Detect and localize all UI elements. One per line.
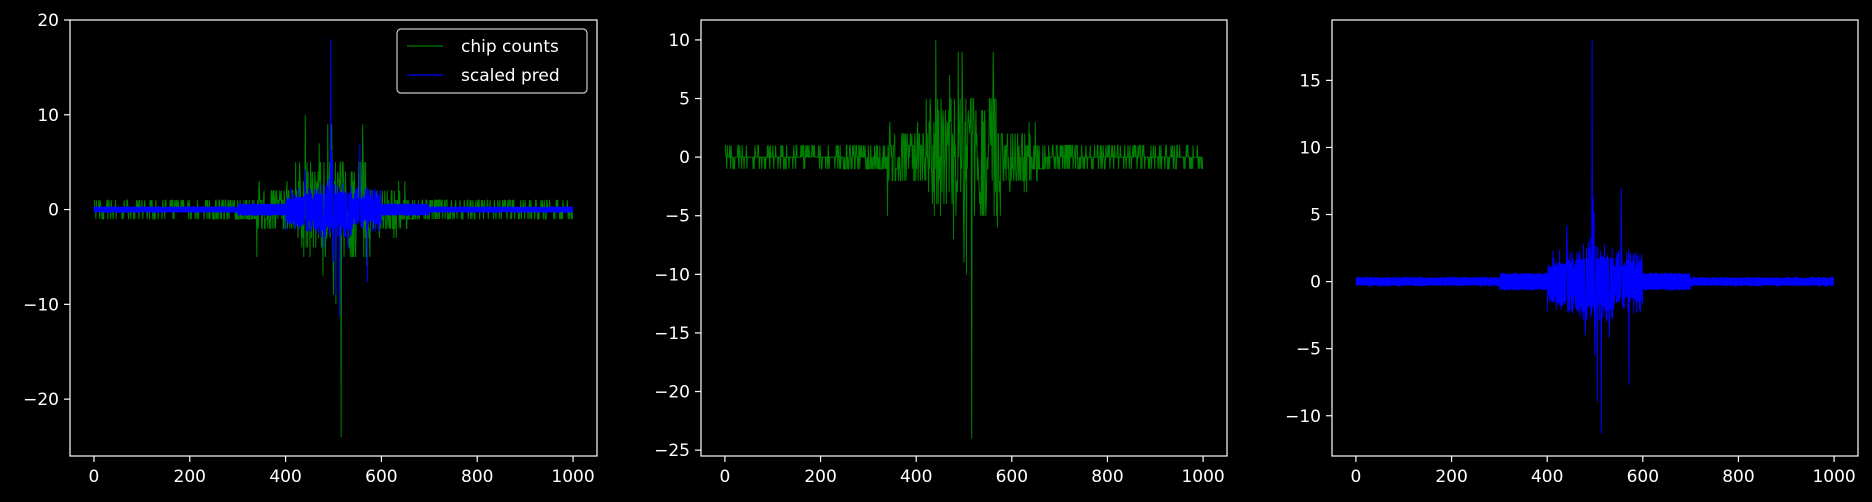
x-tick-label: 1000 bbox=[1812, 467, 1855, 487]
x-tick-label: 800 bbox=[1091, 467, 1123, 487]
axes-frame bbox=[700, 19, 1228, 457]
x-tick-label: 400 bbox=[1531, 467, 1563, 487]
x-tick-label: 400 bbox=[269, 467, 301, 487]
y-tick-label: 0 bbox=[48, 201, 59, 221]
y-tick-label: −5 bbox=[665, 207, 690, 227]
y-tick-label: 0 bbox=[679, 148, 690, 168]
x-tick-label: 800 bbox=[1722, 467, 1754, 487]
y-tick-label: −20 bbox=[654, 383, 690, 403]
x-tick-label: 0 bbox=[89, 467, 100, 487]
legend: chip counts scaled pred bbox=[396, 28, 588, 94]
axes-frame bbox=[1331, 19, 1859, 457]
chart-1: 0 200 400 600 800 1000 −20 −10 0 10 20 chip counts s… bbox=[23, 11, 598, 487]
y-tick-label: 15 bbox=[1299, 71, 1321, 91]
axes-frame bbox=[69, 19, 598, 457]
y-tick-label: −10 bbox=[654, 265, 690, 285]
x-tick-label: 600 bbox=[1627, 467, 1659, 487]
x-tick-label: 200 bbox=[804, 467, 836, 487]
series-line-chip-counts bbox=[93, 114, 574, 438]
x-tick-label: 600 bbox=[996, 467, 1028, 487]
x-tick-label: 1000 bbox=[551, 467, 594, 487]
y-tick-label: 0 bbox=[1310, 273, 1321, 293]
chart-2: 0 200 400 600 800 1000 −25 −20 −15 −10 −5 0 5 10 bbox=[654, 19, 1228, 487]
x-tick-label: 1000 bbox=[1181, 467, 1224, 487]
series-line-pred bbox=[1355, 40, 1835, 434]
y-tick-label: −5 bbox=[1296, 340, 1321, 360]
y-tick-label: 10 bbox=[37, 106, 59, 126]
y-tick-label: 10 bbox=[1299, 138, 1321, 158]
y-tick-label: −10 bbox=[23, 295, 59, 315]
legend-label: chip counts bbox=[461, 37, 559, 57]
legend-box bbox=[396, 28, 588, 94]
y-tick-label: 20 bbox=[37, 11, 59, 31]
y-tick-label: 10 bbox=[668, 31, 690, 51]
y-tick-label: −25 bbox=[654, 441, 690, 461]
chart-3: 0 200 400 600 800 1000 −10 −5 0 5 10 15 bbox=[1285, 19, 1859, 487]
x-tick-label: 0 bbox=[1350, 467, 1361, 487]
legend-label: scaled pred bbox=[461, 66, 560, 86]
y-tick-label: 5 bbox=[1310, 206, 1321, 226]
y-tick-label: −20 bbox=[23, 390, 59, 410]
y-tick-label: 5 bbox=[679, 90, 690, 110]
y-tick-label: −10 bbox=[1285, 407, 1321, 427]
series-line-scaled-pred bbox=[93, 38, 574, 317]
x-tick-label: 200 bbox=[174, 467, 206, 487]
x-tick-label: 600 bbox=[365, 467, 397, 487]
y-tick-label: −15 bbox=[654, 324, 690, 344]
x-tick-label: 0 bbox=[719, 467, 730, 487]
x-tick-label: 200 bbox=[1435, 467, 1467, 487]
series-line-counts bbox=[724, 39, 1204, 439]
x-tick-label: 400 bbox=[900, 467, 932, 487]
x-tick-label: 800 bbox=[461, 467, 493, 487]
